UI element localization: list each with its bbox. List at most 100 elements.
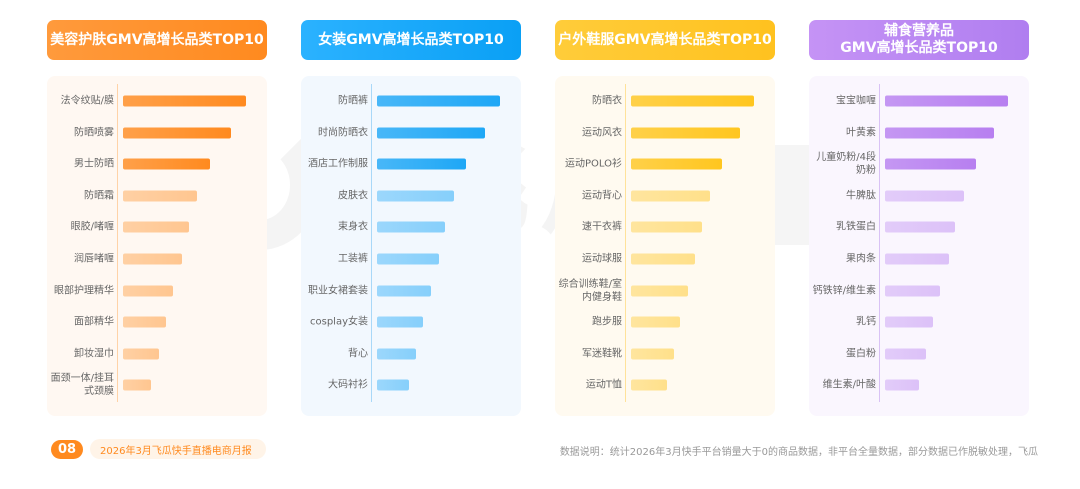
bar-row: 叶黄素 bbox=[809, 117, 1029, 149]
bar-row: 面部精华 bbox=[47, 306, 267, 338]
category-label: 面颈一体/挂耳式颈膜 bbox=[50, 373, 114, 398]
bar-row: 牛脾肽 bbox=[809, 180, 1029, 212]
bar-row: 工装裤 bbox=[301, 243, 521, 275]
bar-row: 男士防晒 bbox=[47, 148, 267, 180]
category-label: 润唇啫喱 bbox=[74, 253, 114, 265]
category-label: 综合训练鞋/室内健身鞋 bbox=[558, 278, 622, 303]
bar-row: 束身衣 bbox=[301, 211, 521, 243]
category-label: 防晒霜 bbox=[84, 190, 114, 202]
data-bar bbox=[885, 127, 994, 139]
data-bar bbox=[631, 158, 722, 170]
data-bar bbox=[377, 95, 500, 107]
data-bar bbox=[123, 95, 246, 107]
data-bar bbox=[123, 348, 159, 360]
bar-row: 钙铁锌/维生素 bbox=[809, 275, 1029, 307]
data-bar bbox=[631, 127, 740, 139]
category-label: 防晒裤 bbox=[338, 95, 368, 107]
category-label: 工装裤 bbox=[338, 253, 368, 265]
bar-row: 卸妆湿巾 bbox=[47, 338, 267, 370]
category-label: 大码衬衫 bbox=[328, 379, 368, 391]
category-label: 酒店工作制服 bbox=[308, 158, 368, 170]
data-bar bbox=[123, 221, 189, 233]
bar-row: 眼部护理精华 bbox=[47, 275, 267, 307]
data-bar bbox=[377, 158, 466, 170]
bar-row: 面颈一体/挂耳式颈膜 bbox=[47, 369, 267, 401]
y-axis-line bbox=[879, 84, 880, 402]
bar-row: 背心 bbox=[301, 338, 521, 370]
data-bar bbox=[377, 253, 439, 265]
category-label: 乳铁蛋白 bbox=[836, 221, 876, 233]
data-bar bbox=[885, 158, 976, 170]
category-label: 儿童奶粉/4段奶粉 bbox=[816, 152, 876, 177]
category-label: 钙铁锌/维生素 bbox=[812, 285, 876, 297]
category-label: 果肉条 bbox=[846, 253, 876, 265]
bar-row: 防晒霜 bbox=[47, 180, 267, 212]
y-axis-line bbox=[625, 84, 626, 402]
chart-panel: 女装GMV高增长品类TOP10 防晒裤时尚防晒衣酒店工作制服皮肤衣束身衣工装裤职业… bbox=[301, 20, 521, 416]
category-label: 男士防晒 bbox=[74, 158, 114, 170]
bar-row: 时尚防晒衣 bbox=[301, 117, 521, 149]
category-label: 束身衣 bbox=[338, 221, 368, 233]
data-bar bbox=[631, 95, 754, 107]
category-label: 面部精华 bbox=[74, 316, 114, 328]
category-label: 运动POLO衫 bbox=[565, 158, 622, 170]
chart-card: 防晒衣 运动风衣 运动POLO衫 运动背心 速干衣裤 运动球服 综合训练鞋/室内健身鞋 跑步服… bbox=[555, 76, 775, 416]
data-bar bbox=[123, 316, 166, 328]
category-label: 眼部护理精华 bbox=[54, 285, 114, 297]
page-number-badge: 08 bbox=[51, 440, 83, 459]
category-label: 速干衣裤 bbox=[582, 221, 622, 233]
bar-row: 运动POLO衫 bbox=[555, 148, 775, 180]
chart-panel: 辅食营养品 GMV高增长品类TOP10 宝宝咖喱 叶黄素儿童奶粉/4段奶粉牛脾肽乳铁… bbox=[809, 20, 1029, 416]
bar-row: 防晒裤 bbox=[301, 85, 521, 117]
y-axis-line bbox=[371, 84, 372, 402]
data-bar bbox=[631, 316, 680, 328]
watermark: 飞瓜 bbox=[190, 120, 915, 260]
data-bar bbox=[377, 316, 423, 328]
panel-title: 辅食营养品 GMV高增长品类TOP10 bbox=[809, 20, 1029, 60]
bar-row: 宝宝咖喱 bbox=[809, 85, 1029, 117]
bar-row: 防晒喷雾 bbox=[47, 117, 267, 149]
category-label: 防晒衣 bbox=[592, 95, 622, 107]
data-bar bbox=[123, 190, 197, 202]
bar-row: 运动风衣 bbox=[555, 117, 775, 149]
bar-row: 蛋白粉 bbox=[809, 338, 1029, 370]
data-bar bbox=[885, 95, 1008, 107]
category-label: 运动风衣 bbox=[582, 127, 622, 139]
bar-row: 防晒衣 bbox=[555, 85, 775, 117]
chart-panel: 户外鞋服GMV高增长品类TOP10 防晒衣 运动风衣 运动POLO衫 运动背心 速干衣裤运… bbox=[555, 20, 775, 416]
data-bar bbox=[885, 348, 926, 360]
category-label: 背心 bbox=[348, 348, 368, 360]
bar-row: cosplay女装 bbox=[301, 306, 521, 338]
category-label: 职业女裙套装 bbox=[308, 285, 368, 297]
panel-title: 美容护肤GMV高增长品类TOP10 bbox=[47, 20, 267, 60]
bar-row: 乳钙 bbox=[809, 306, 1029, 338]
bar-row: 果肉条 bbox=[809, 243, 1029, 275]
chart-card: 法令纹贴/膜 防晒喷雾 男士防晒 防晒霜 眼胶/啫喱 润唇啫喱 眼部护理精华 面部精华 卸妆湿巾… bbox=[47, 76, 267, 416]
category-label: 时尚防晒衣 bbox=[318, 127, 368, 139]
category-label: cosplay女装 bbox=[310, 316, 368, 328]
panel-title: 女装GMV高增长品类TOP10 bbox=[301, 20, 521, 60]
bar-row: 皮肤衣 bbox=[301, 180, 521, 212]
data-bar bbox=[377, 221, 445, 233]
y-axis-line bbox=[117, 84, 118, 402]
data-bar bbox=[631, 379, 667, 391]
category-label: 运动球服 bbox=[582, 253, 622, 265]
category-label: 运动T恤 bbox=[585, 379, 622, 391]
bar-row: 润唇啫喱 bbox=[47, 243, 267, 275]
bar-row: 眼胶/啫喱 bbox=[47, 211, 267, 243]
category-label: 蛋白粉 bbox=[846, 348, 876, 360]
data-bar bbox=[123, 285, 173, 297]
bar-row: 维生素/叶酸 bbox=[809, 369, 1029, 401]
data-bar bbox=[377, 379, 409, 391]
data-bar bbox=[631, 253, 695, 265]
chart-card: 防晒裤时尚防晒衣酒店工作制服皮肤衣束身衣工装裤职业女裙套装 cosplay女装背心… bbox=[301, 76, 521, 416]
bar-row: 综合训练鞋/室内健身鞋 bbox=[555, 275, 775, 307]
data-bar bbox=[631, 221, 702, 233]
data-bar bbox=[885, 253, 949, 265]
chart-panel: 美容护肤GMV高增长品类TOP10 法令纹贴/膜 防晒喷雾 男士防晒 防晒霜 眼胶/啫喱润… bbox=[47, 20, 267, 416]
bar-row: 运动球服 bbox=[555, 243, 775, 275]
report-title: 2026年3月飞瓜快手直播电商月报 bbox=[90, 439, 266, 459]
category-label: 卸妆湿巾 bbox=[74, 348, 114, 360]
category-label: 维生素/叶酸 bbox=[822, 379, 876, 391]
category-label: 眼胶/啫喱 bbox=[70, 221, 114, 233]
